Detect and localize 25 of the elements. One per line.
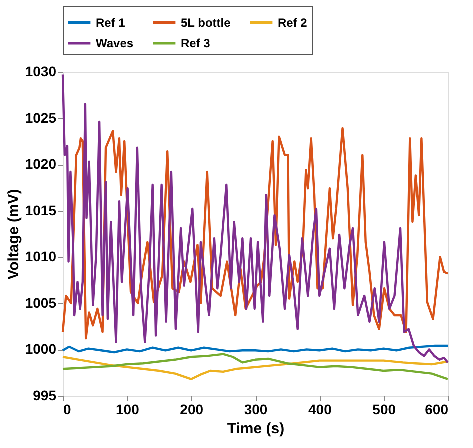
y-tick-label: 1010 bbox=[25, 248, 57, 265]
legend-label: Ref 1 bbox=[96, 16, 126, 30]
x-tick-label: 300 bbox=[244, 402, 268, 418]
y-tick-label: 1000 bbox=[25, 341, 57, 358]
legend-label: Waves bbox=[96, 36, 134, 50]
y-tick-label: 1020 bbox=[25, 156, 57, 172]
y-tick-label: 995 bbox=[33, 388, 57, 404]
x-tick-label: 0 bbox=[64, 402, 72, 418]
line-series bbox=[62, 127, 450, 340]
y-axis-title: Voltage (mV) bbox=[5, 189, 22, 280]
x-tick-label: 200 bbox=[180, 402, 204, 418]
y-tick-label: 1030 bbox=[25, 64, 57, 80]
legend-label: Ref 2 bbox=[278, 16, 308, 30]
x-tick-label: 400 bbox=[308, 402, 332, 418]
line-series bbox=[62, 344, 450, 354]
y-tick-label: 1015 bbox=[25, 202, 57, 218]
y-tick-label: 1025 bbox=[25, 110, 57, 126]
x-axis-title: Time (s) bbox=[227, 420, 285, 438]
legend-label: Ref 3 bbox=[181, 36, 211, 50]
line-series bbox=[62, 74, 450, 364]
x-tick-label: 500 bbox=[372, 402, 396, 418]
y-tick-label: 1005 bbox=[25, 294, 57, 311]
x-tick-label: 600 bbox=[425, 402, 449, 418]
x-tick-label: 100 bbox=[116, 402, 140, 418]
legend-label: 5L bottle bbox=[181, 16, 232, 30]
